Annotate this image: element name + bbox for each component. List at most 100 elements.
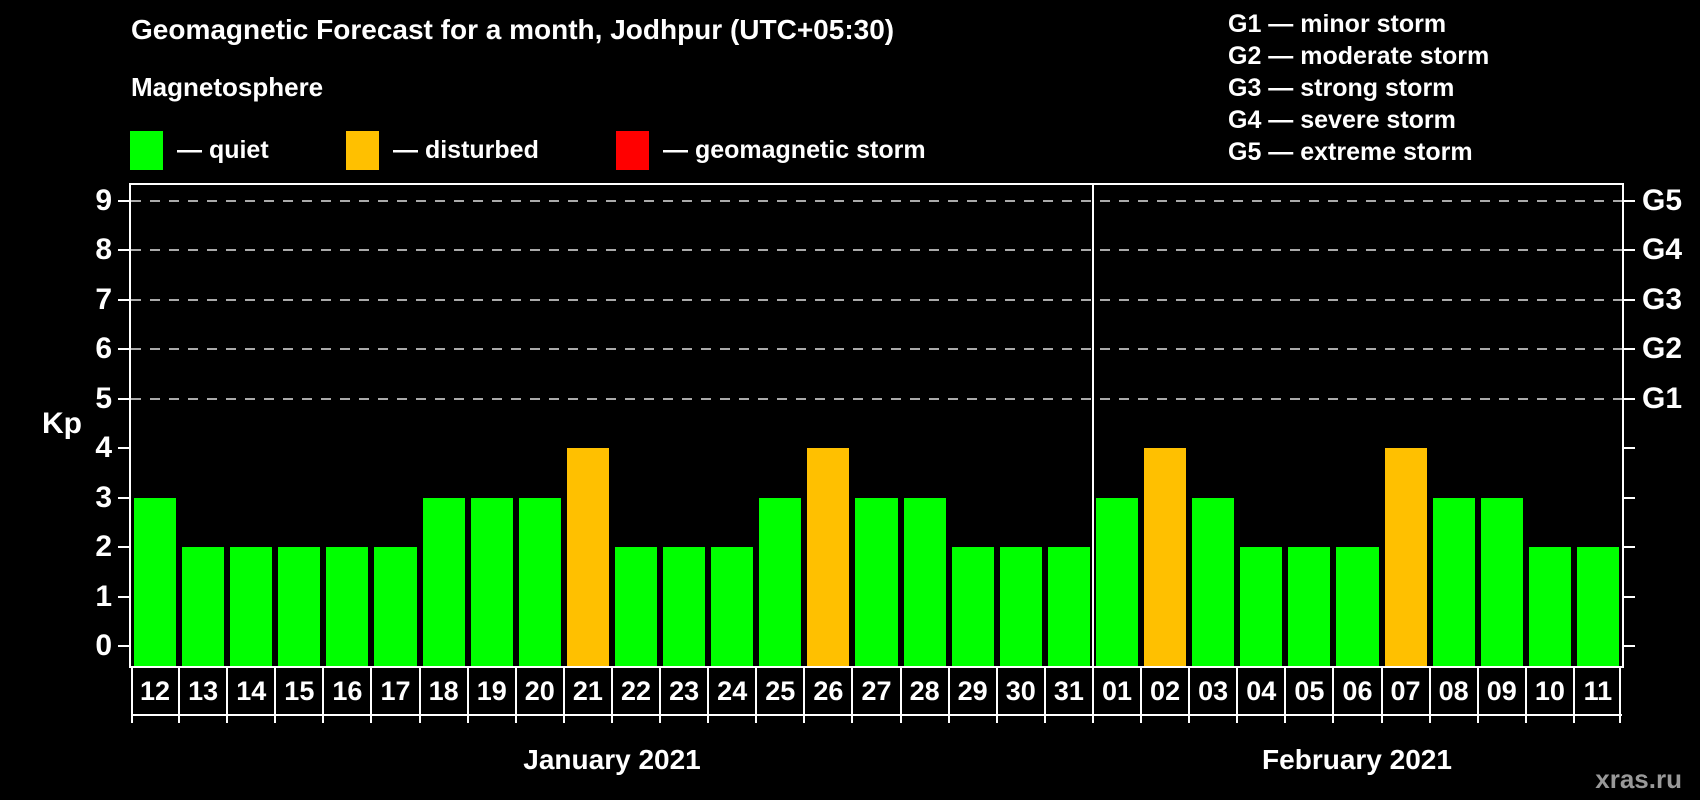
left-axis-tick-9 (118, 199, 129, 202)
date-separator (1043, 668, 1046, 714)
date-cell-15: 15 (284, 675, 315, 706)
axis-subtick (659, 716, 662, 723)
y-tick-label-7: 7 (95, 282, 112, 316)
kp-bar-05 (1288, 547, 1331, 666)
date-separator (1572, 668, 1575, 714)
date-cell-21: 21 (572, 675, 603, 706)
date-separator (1380, 668, 1383, 714)
kp-bar-07 (1384, 448, 1427, 666)
g3-legend-line: G3 — strong storm (1228, 74, 1455, 102)
magnetosphere-label: Magnetosphere (131, 72, 324, 102)
g-level-label-g2: G2 (1642, 332, 1683, 365)
date-cell-04: 04 (1246, 675, 1277, 706)
axis-subtick (899, 716, 902, 723)
right-axis-tick-6 (1624, 348, 1635, 350)
axis-subtick (610, 716, 613, 723)
legend-label-disturbed: — disturbed (393, 136, 539, 164)
date-separator (131, 668, 133, 714)
date-separator (322, 668, 325, 714)
date-cell-19: 19 (476, 675, 507, 706)
date-separator (1188, 668, 1191, 714)
g5-legend-line: G5 — extreme storm (1228, 138, 1473, 166)
legend-label-storm: — geomagnetic storm (663, 136, 926, 164)
axis-subtick (466, 716, 469, 723)
right-axis-tick-8 (1624, 249, 1635, 251)
axis-subtick (1236, 716, 1239, 723)
left-axis-tick-0 (118, 645, 129, 647)
gridline-kp-9 (131, 199, 1622, 202)
axis-subtick (274, 716, 277, 723)
date-separator (1476, 668, 1479, 714)
right-axis-tick-7 (1624, 298, 1635, 301)
axis-subtick (1284, 716, 1287, 723)
g-level-label-g4: G4 (1642, 233, 1683, 266)
right-axis-tick-4 (1624, 447, 1635, 449)
date-separator (899, 668, 902, 714)
axis-subtick (562, 716, 565, 723)
g4-legend-line: G4 — severe storm (1228, 106, 1456, 134)
date-cell-30: 30 (1005, 675, 1036, 706)
date-separator (514, 668, 517, 714)
date-separator (1140, 668, 1143, 714)
axis-subtick (322, 716, 325, 723)
kp-bar-01 (1095, 497, 1139, 666)
axis-subtick (1428, 716, 1431, 723)
y-tick-label-3: 3 (95, 480, 112, 514)
kp-bar-24 (711, 547, 754, 666)
date-separator (755, 668, 758, 714)
kp-bar-28 (903, 497, 946, 666)
kp-bar-03 (1192, 497, 1235, 666)
date-cell-05: 05 (1294, 675, 1325, 706)
axis-subtick (1091, 716, 1094, 723)
kp-bar-20 (518, 497, 561, 666)
axis-subtick (995, 716, 998, 723)
legend-item-storm: — geomagnetic storm (616, 131, 926, 170)
kp-bar-10 (1528, 547, 1571, 666)
legend-item-disturbed: — disturbed (346, 131, 539, 170)
date-separator (707, 668, 710, 714)
date-separator (851, 668, 854, 714)
kp-bar-13 (182, 547, 225, 666)
kp-bar-15 (278, 547, 321, 666)
date-separator (947, 668, 950, 714)
legend-label-quiet: — quiet (177, 136, 269, 164)
axis-subtick (1380, 716, 1383, 723)
gridline-kp-8 (131, 249, 1622, 251)
axis-subtick (1332, 716, 1335, 723)
left-axis-tick-7 (118, 298, 129, 301)
kp-bar-04 (1240, 547, 1283, 666)
g2-legend-line: G2 — moderate storm (1228, 42, 1490, 70)
y-tick-label-1: 1 (95, 579, 112, 613)
y-axis-title: Kp (42, 407, 82, 440)
kp-bar-23 (663, 547, 706, 666)
axis-subtick (1476, 716, 1479, 723)
date-cell-08: 08 (1438, 675, 1469, 706)
axis-subtick (178, 716, 181, 723)
month-label-january: January 2021 (523, 744, 701, 775)
date-cell-27: 27 (861, 675, 892, 706)
date-cell-22: 22 (620, 675, 652, 706)
date-cell-18: 18 (428, 675, 459, 706)
date-cell-07: 07 (1390, 675, 1421, 706)
kp-bar-11 (1576, 547, 1619, 666)
date-separator (274, 668, 277, 714)
kp-bar-25 (759, 497, 802, 666)
date-separator (610, 668, 613, 714)
axis-subtick (1572, 716, 1575, 723)
date-cell-13: 13 (188, 675, 219, 706)
right-axis-tick-2 (1624, 546, 1635, 548)
kp-bar-29 (951, 547, 994, 666)
date-separator (418, 668, 421, 714)
right-axis-tick-1 (1624, 595, 1635, 598)
date-separator (178, 668, 181, 714)
right-axis-tick-0 (1624, 645, 1635, 647)
kp-bar-18 (422, 497, 465, 666)
date-cell-25: 25 (765, 675, 796, 706)
left-axis-tick-1 (118, 595, 129, 598)
kp-bar-14 (230, 547, 273, 666)
left-axis-tick-8 (118, 249, 129, 251)
axis-subtick (1619, 716, 1621, 723)
legend-item-quiet: — quiet (130, 131, 269, 170)
disturbed-color-swatch (346, 131, 379, 170)
